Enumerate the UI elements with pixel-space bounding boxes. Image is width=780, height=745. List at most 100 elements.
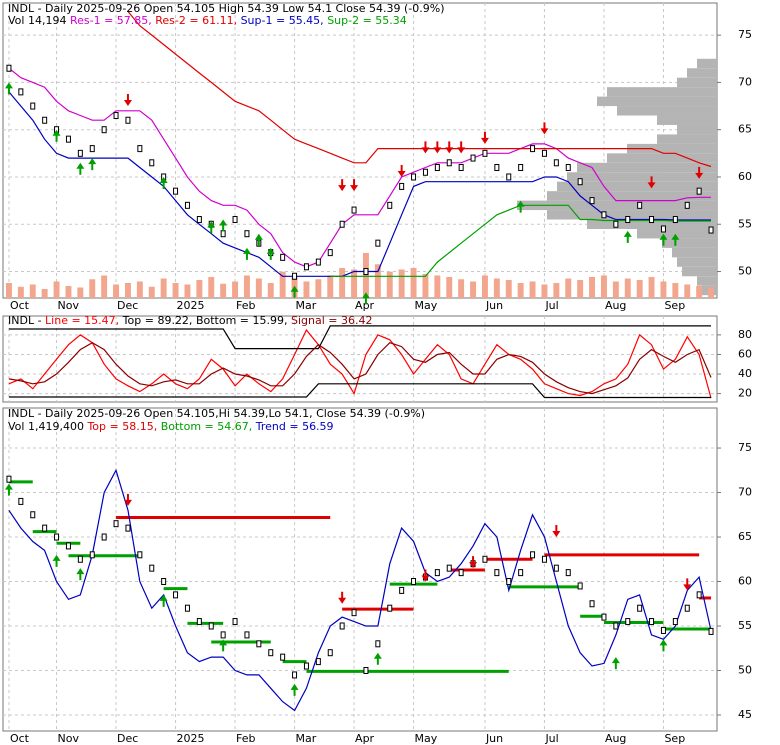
sell-arrow [397,164,406,177]
sell-arrow [552,525,561,538]
legend-entry: INDL - [8,314,42,327]
price-mark [137,551,143,559]
volume-bar [315,279,322,298]
y-tick-label: 65 [738,123,752,136]
volume-bar [470,281,477,298]
price-mark [565,569,571,577]
x-tick-label: Nov [58,299,80,312]
volume-profile-bar [677,77,717,88]
y-tick-label: 45 [738,708,752,721]
price-mark [399,182,405,190]
x-tick-label: May [415,732,438,745]
volume-bar [243,275,250,298]
x-tick-label: Apr [355,732,375,745]
buy-arrow [207,221,216,234]
price-mark [446,159,452,167]
volume-bar [220,283,227,298]
sell-arrow [445,141,454,154]
price-mark [577,582,583,590]
y-tick-label: 60 [738,575,752,588]
legend-entry: Bottom = 15.99, [196,314,288,327]
volume-bar [89,279,96,298]
volume-bar [493,278,500,298]
volume-bar [374,264,381,298]
price-mark [601,211,607,219]
price-mark [458,164,464,172]
price-mark [470,154,476,162]
y-tick-label: 65 [738,530,752,543]
plot-layer: 50 55 60 65 70 75 Oct Nov Dec 2025 Feb Mar Apr May Jun… [3,2,752,745]
buy-arrow [290,285,299,298]
buy-arrow [266,247,275,260]
volume-profile-bar [687,68,717,78]
volume-profile-bar [672,247,717,258]
price-mark [601,613,607,621]
volume-bar [113,284,120,298]
price-mark [280,253,286,261]
price-mark [446,564,452,572]
volume-bar [565,278,572,298]
legend-entry: Signal = 36.42 [291,314,373,327]
series-line [8,325,711,350]
buy-arrow [516,200,525,213]
price-mark [684,604,690,612]
volume-bar [160,278,167,298]
volume-bar [77,287,84,298]
legend-entry: Trend = 56.59 [255,420,334,433]
buy-arrow [671,233,680,246]
volume-bar [600,275,607,298]
volume-bar [232,281,239,298]
volume-profile-bar [627,143,717,154]
price-mark [292,671,298,679]
buy-arrow [4,483,13,496]
volume-bar [684,284,691,298]
volume-bar [148,286,155,298]
price-mark [541,149,547,157]
buy-arrow [76,162,85,175]
volume-profile-bar [697,276,717,286]
x-tick-label: Jun [485,732,503,745]
volume-bar [184,284,191,298]
price-mark [696,591,702,599]
buy-arrow [88,158,97,171]
volume-profile-bar [577,162,717,173]
volume-profile-bar [547,191,717,201]
price-mark [518,569,524,577]
legend: Vol 14,194 Res-1 = 57.85, Res-2 = 61.11,… [8,14,407,27]
series-line [8,91,711,277]
price-mark [672,618,678,626]
price-mark [125,524,131,532]
price-mark [184,201,190,209]
price-mark [565,164,571,172]
series-line [8,328,712,399]
legend: Vol 1,419,400 Top = 58.15, Bottom = 54.6… [8,420,334,433]
price-mark [625,216,631,224]
price-mark [637,201,643,209]
volume-bar [101,275,108,298]
buy-arrow [361,292,370,305]
buy-arrow [254,233,263,246]
buy-arrow [159,176,168,189]
price-mark [649,618,655,626]
panel-title: INDL - Daily 2025-09-26 Open 54.105,Hi 5… [8,407,425,420]
price-mark [220,230,226,238]
series-line [8,468,712,712]
volume-profile-bar [607,153,717,163]
y-tick-label: 75 [738,441,752,454]
x-tick-label: Dec [117,732,138,745]
buy-arrow [290,683,299,696]
price-mark [422,168,428,176]
volume-bar [17,286,24,298]
x-tick-label: Sep [664,299,685,312]
volume-bar [696,286,703,298]
price-mark [506,578,512,586]
volume-profile-bar [657,134,717,144]
price-mark [89,551,95,559]
volume-bar [541,284,548,298]
legend-entry: Line = 15.47, [45,314,119,327]
price-mark [113,520,119,528]
volume-profile-bar [597,96,717,107]
volume-bar [481,275,488,298]
buy-arrow [373,652,382,665]
y-tick-label: 75 [738,28,752,41]
